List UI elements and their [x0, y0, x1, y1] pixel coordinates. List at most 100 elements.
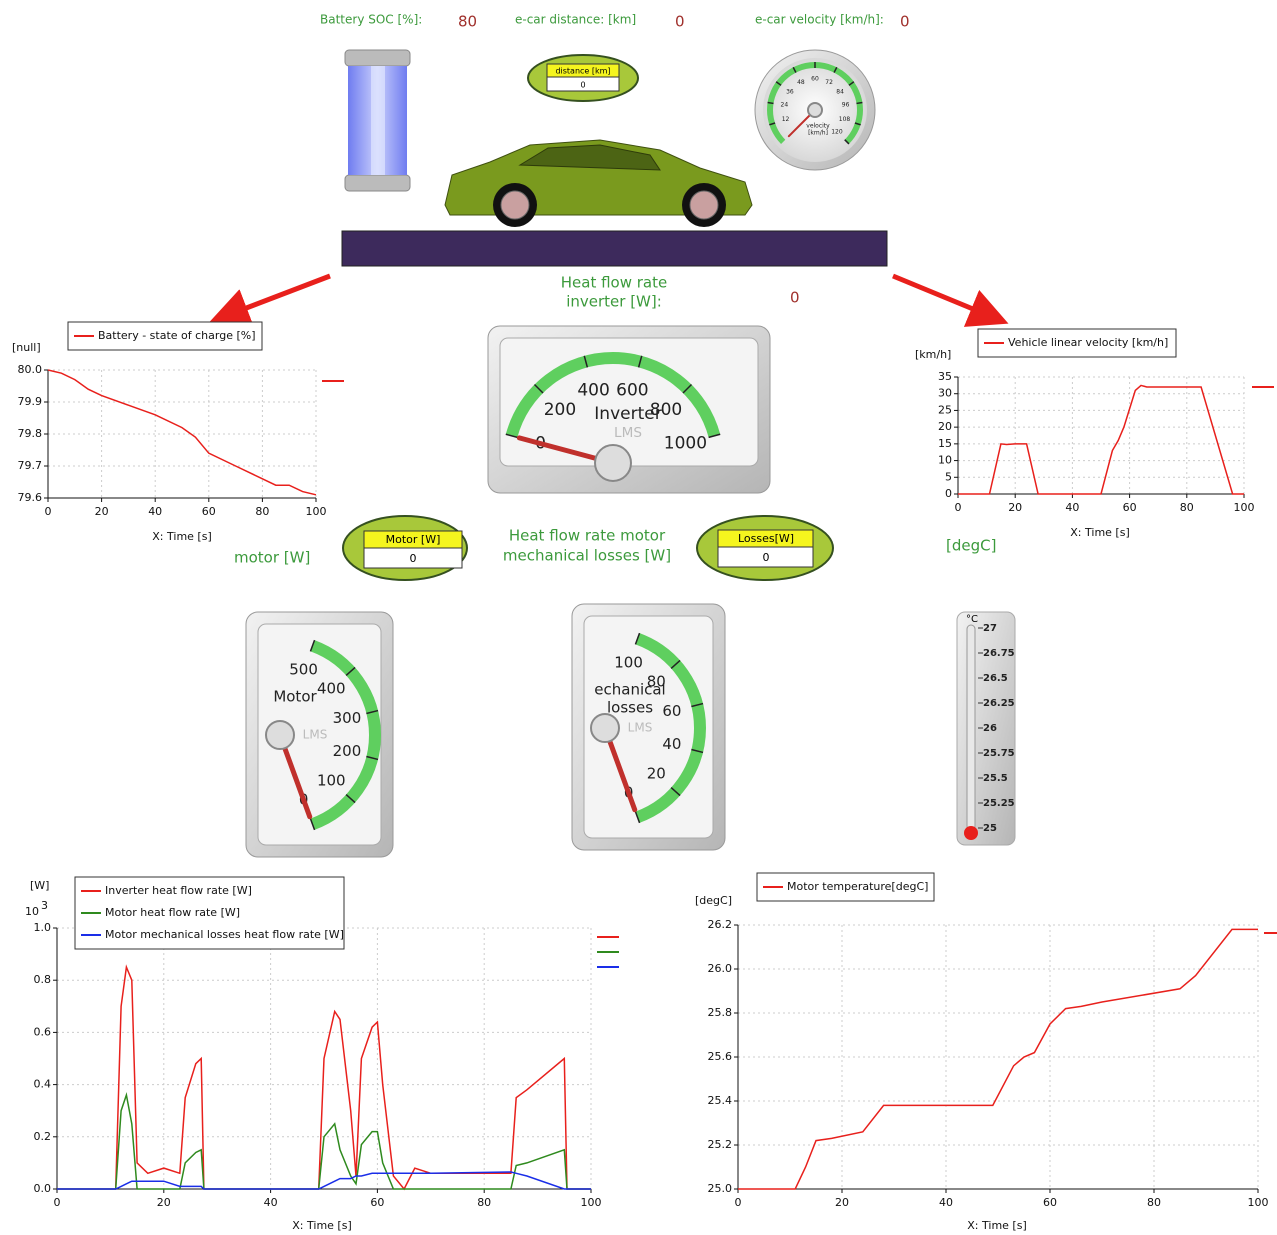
y-tick-label: 0.2	[34, 1130, 52, 1143]
gauge-label: Motor	[273, 688, 317, 706]
gauge-tick-label: 1000	[664, 434, 707, 454]
x-tick-label: 0	[735, 1196, 742, 1209]
velocity-value: 0	[900, 13, 910, 31]
degc-label: [degC]	[946, 537, 996, 555]
gauge-tick-label: 120	[831, 128, 843, 135]
gauge-tick-label: 600	[616, 381, 648, 401]
y-tick-label: 30	[938, 387, 952, 400]
motor-display-label: Motor [W]	[386, 533, 441, 546]
distance-display-value: 0	[580, 81, 585, 90]
x-tick-label: 0	[54, 1196, 61, 1209]
mech-label: Heat flow rate motor	[509, 527, 666, 545]
x-tick-label: 0	[45, 505, 52, 518]
y-tick-label: 0.0	[34, 1182, 52, 1195]
gauge-tick-label: 200	[544, 400, 576, 420]
car	[445, 140, 752, 227]
y-tick-label: 35	[938, 370, 952, 383]
gauge-tick-label: 72	[825, 79, 833, 86]
y-tick-label: 25.0	[708, 1182, 733, 1195]
motor-label: motor [W]	[234, 549, 310, 567]
x-tick-label: 40	[264, 1196, 278, 1209]
gauge-label: echanical	[594, 681, 665, 699]
series-line	[738, 929, 1258, 1189]
x-axis-label: X: Time [s]	[1070, 526, 1129, 539]
x-axis-label: X: Time [s]	[967, 1219, 1026, 1232]
gauge-tick-label: 24	[781, 102, 789, 109]
gauge-tick-label: 48	[797, 79, 805, 86]
thermometer-tick-label: 25.75	[983, 748, 1015, 759]
motor-display-value: 0	[410, 552, 417, 565]
y-tick-label: 25.2	[708, 1138, 733, 1151]
gauge-tick-label: 400	[317, 679, 346, 697]
gauge-tick-label: 20	[647, 765, 666, 783]
x-tick-label: 20	[1008, 501, 1022, 514]
gauge-label: Inverter	[594, 404, 661, 424]
gauge-tick	[856, 102, 862, 103]
x-tick-label: 80	[1180, 501, 1194, 514]
y-tick-label: 26.2	[708, 918, 733, 931]
x-tick-label: 60	[1043, 1196, 1057, 1209]
legend-label: Motor heat flow rate [W]	[105, 906, 240, 919]
distance-value: 0	[675, 13, 685, 31]
gauge-tick	[768, 102, 774, 103]
x-tick-label: 20	[95, 505, 109, 518]
series-line	[57, 967, 591, 1189]
inverter-label: Heat flow rate	[561, 274, 667, 292]
x-tick-label: 80	[477, 1196, 491, 1209]
soc-label: Battery SOC [%]:	[320, 13, 422, 27]
battery-tank	[345, 50, 410, 191]
x-tick-label: 100	[581, 1196, 602, 1209]
legend-label: Inverter heat flow rate [W]	[105, 884, 252, 897]
x-tick-label: 60	[370, 1196, 384, 1209]
y-tick-label: 25.6	[708, 1050, 733, 1063]
x-tick-label: 80	[1147, 1196, 1161, 1209]
gauge-label: losses	[607, 699, 653, 717]
y-tick-label: 15	[938, 437, 952, 450]
thermometer-tick-label: 25	[983, 823, 997, 834]
thermometer-tick-label: 26	[983, 723, 997, 734]
gauge-hub	[266, 721, 294, 749]
x-tick-label: 100	[1234, 501, 1255, 514]
x-axis-label: X: Time [s]	[292, 1219, 351, 1232]
y-axis-label: [W]	[30, 879, 49, 892]
x-tick-label: 40	[939, 1196, 953, 1209]
y-tick-label: 25	[938, 403, 952, 416]
y-tick-label: 20	[938, 420, 952, 433]
velocity-label: e-car velocity [km/h]:	[755, 13, 884, 27]
y-multiplier-exponent: 3	[41, 899, 48, 912]
gauge-label: velocity	[806, 123, 830, 130]
x-axis-label: X: Time [s]	[152, 530, 211, 543]
y-axis-label: [km/h]	[915, 348, 951, 361]
gauge-brand: LMS	[614, 425, 642, 441]
y-tick-label: 1.0	[34, 921, 52, 934]
x-tick-label: 40	[148, 505, 162, 518]
y-tick-label: 79.9	[18, 395, 43, 408]
losses-display-label: Losses[W]	[738, 532, 794, 545]
x-tick-label: 80	[255, 505, 269, 518]
x-tick-label: 0	[955, 501, 962, 514]
y-tick-label: 0	[945, 487, 952, 500]
x-tick-label: 100	[1248, 1196, 1269, 1209]
x-tick-label: 40	[1065, 501, 1079, 514]
x-tick-label: 20	[157, 1196, 171, 1209]
distance-display-label: distance [km]	[555, 67, 610, 76]
thermometer-tick-label: 27	[983, 623, 997, 634]
y-tick-label: 79.8	[18, 427, 43, 440]
gauge-hub	[591, 714, 619, 742]
y-tick-label: 5	[945, 470, 952, 483]
y-tick-label: 79.6	[18, 491, 43, 504]
series-line	[48, 370, 316, 495]
legend-label: Vehicle linear velocity [km/h]	[1008, 336, 1168, 349]
gauge-brand: LMS	[628, 721, 653, 735]
y-tick-label: 79.7	[18, 459, 43, 472]
x-tick-label: 20	[835, 1196, 849, 1209]
dashboard: Battery SOC [%]: 80 e-car distance: [km]…	[0, 0, 1277, 1235]
thermometer-tick-label: 26.5	[983, 673, 1008, 684]
gauge-hub	[595, 445, 631, 481]
gauge-tick-label: 36	[786, 88, 794, 95]
road	[342, 231, 887, 266]
gauge-tick-label: 40	[662, 735, 681, 753]
gauge-tick-label: 100	[614, 654, 643, 672]
inverter-value: 0	[790, 289, 800, 307]
gauge-hub	[808, 103, 822, 117]
